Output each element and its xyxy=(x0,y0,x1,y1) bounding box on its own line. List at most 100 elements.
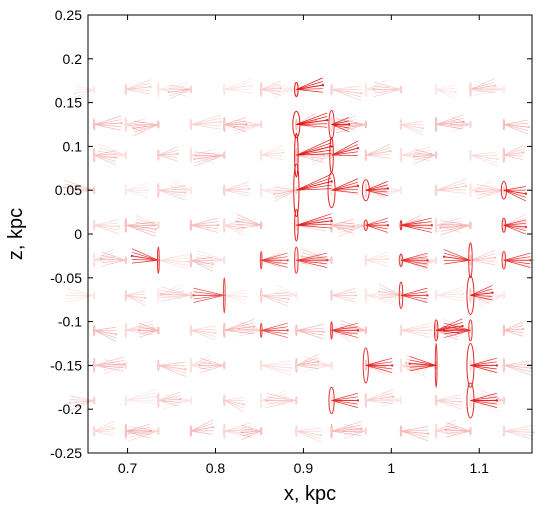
vector-glyph xyxy=(189,324,217,341)
vector-glyph xyxy=(444,422,472,438)
vector-glyph xyxy=(193,151,226,167)
vector-glyph xyxy=(327,172,360,209)
vector-glyph xyxy=(92,324,118,342)
vector-glyph xyxy=(408,343,438,388)
vector-glyph xyxy=(65,287,96,303)
vector-glyph xyxy=(364,388,395,408)
vector-glyph xyxy=(330,321,360,340)
y-tick-label: 0.1 xyxy=(63,138,83,154)
tick-layer: 0.7 0.8 0.9 1 1.1 -0.25 -0.2 -0.15 -0.1 -0.05 0 0.0… xyxy=(50,7,532,476)
vector-glyph xyxy=(398,252,429,268)
vector-glyph xyxy=(434,286,465,302)
vector-glyph xyxy=(399,146,433,163)
x-tick-label: 0.9 xyxy=(294,460,314,476)
vector-glyph xyxy=(238,321,263,337)
vector-glyph xyxy=(449,116,472,133)
y-tick-label: 0.2 xyxy=(63,51,83,67)
vector-glyph xyxy=(189,147,217,165)
vector-glyph xyxy=(265,392,298,408)
y-tick-label: 0.15 xyxy=(55,95,82,111)
vector-glyph xyxy=(92,420,115,437)
vector-glyph xyxy=(124,217,157,237)
vector-glyph xyxy=(292,110,329,139)
vector-glyph xyxy=(260,390,288,408)
vector-glyph xyxy=(132,120,160,136)
vector-glyph xyxy=(124,289,147,306)
vector-glyph xyxy=(434,114,465,133)
vector-glyph xyxy=(223,181,251,197)
y-tick-label: 0.25 xyxy=(55,7,82,23)
vector-glyph xyxy=(342,423,368,439)
vector-glyph xyxy=(294,246,329,274)
vector-glyph xyxy=(235,213,263,230)
vector-glyph xyxy=(502,357,533,376)
vector-glyph xyxy=(377,283,403,300)
vector-glyph xyxy=(198,357,226,373)
vector-glyph xyxy=(137,322,160,338)
vector-glyph xyxy=(135,215,160,231)
vector-glyph xyxy=(295,353,320,373)
vector-glyph xyxy=(330,217,355,235)
vector-glyph xyxy=(501,217,528,235)
vector-glyph xyxy=(380,391,403,407)
vector-glyph xyxy=(270,83,298,99)
vector-glyph xyxy=(434,419,457,439)
vector-glyph xyxy=(466,275,494,316)
x-tick-label: 0.8 xyxy=(206,460,226,476)
vector-glyph xyxy=(469,181,494,198)
vector-glyph xyxy=(466,382,499,419)
vector-glyph xyxy=(259,251,289,270)
vector-glyph xyxy=(469,149,499,167)
vector-glyph xyxy=(223,318,256,338)
vector-glyph xyxy=(195,250,226,266)
vector-glyph xyxy=(329,137,360,174)
vector-glyph xyxy=(223,289,248,305)
vector-glyph xyxy=(260,359,293,376)
vector-glyph xyxy=(337,221,368,237)
vector-glyph xyxy=(295,425,323,443)
vector-glyph xyxy=(73,85,96,101)
y-tick-label: 0.05 xyxy=(55,182,82,198)
vector-glyph xyxy=(189,114,222,131)
vector-glyph xyxy=(442,242,473,279)
vector-glyph xyxy=(364,287,397,306)
vector-glyph xyxy=(189,355,212,373)
x-axis-title: x, kpc xyxy=(284,483,336,505)
y-tick-label: -0.1 xyxy=(58,314,82,330)
vector-glyph xyxy=(434,83,457,100)
vector-glyph xyxy=(92,147,118,166)
vector-glyph xyxy=(260,182,293,200)
vector-glyph xyxy=(260,287,290,307)
vector-glyph xyxy=(223,217,245,236)
vector-glyph xyxy=(97,143,128,160)
vector-glyph xyxy=(412,148,438,165)
vector-glyph xyxy=(92,356,126,373)
vector-glyph xyxy=(240,424,263,440)
vector-glyph xyxy=(167,84,193,100)
vector-glyph xyxy=(399,425,430,442)
vector-glyph xyxy=(361,179,390,202)
vector-glyph xyxy=(223,422,253,439)
vector-glyph xyxy=(275,285,298,301)
vector-glyph xyxy=(399,118,425,136)
vector-glyph xyxy=(328,109,351,140)
vector-glyph xyxy=(502,118,530,135)
vector-glyph xyxy=(330,83,363,101)
vector-glyph xyxy=(364,251,390,267)
vector-glyph xyxy=(502,145,525,163)
vector-glyph xyxy=(162,394,193,410)
x-tick-label: 1.1 xyxy=(470,460,490,476)
vector-glyph xyxy=(124,116,147,134)
vector-glyph xyxy=(102,359,128,375)
vector-glyph xyxy=(170,178,193,195)
vector-glyph xyxy=(363,217,390,233)
vector-glyph xyxy=(472,80,506,96)
vector-glyph xyxy=(92,219,120,235)
vector-glyph xyxy=(434,217,462,233)
vector-glyph xyxy=(295,324,325,340)
vector-glyph xyxy=(189,252,215,272)
vector-glyph xyxy=(124,182,149,198)
vector-glyph xyxy=(398,281,429,309)
y-tick-label: -0.15 xyxy=(50,357,82,373)
